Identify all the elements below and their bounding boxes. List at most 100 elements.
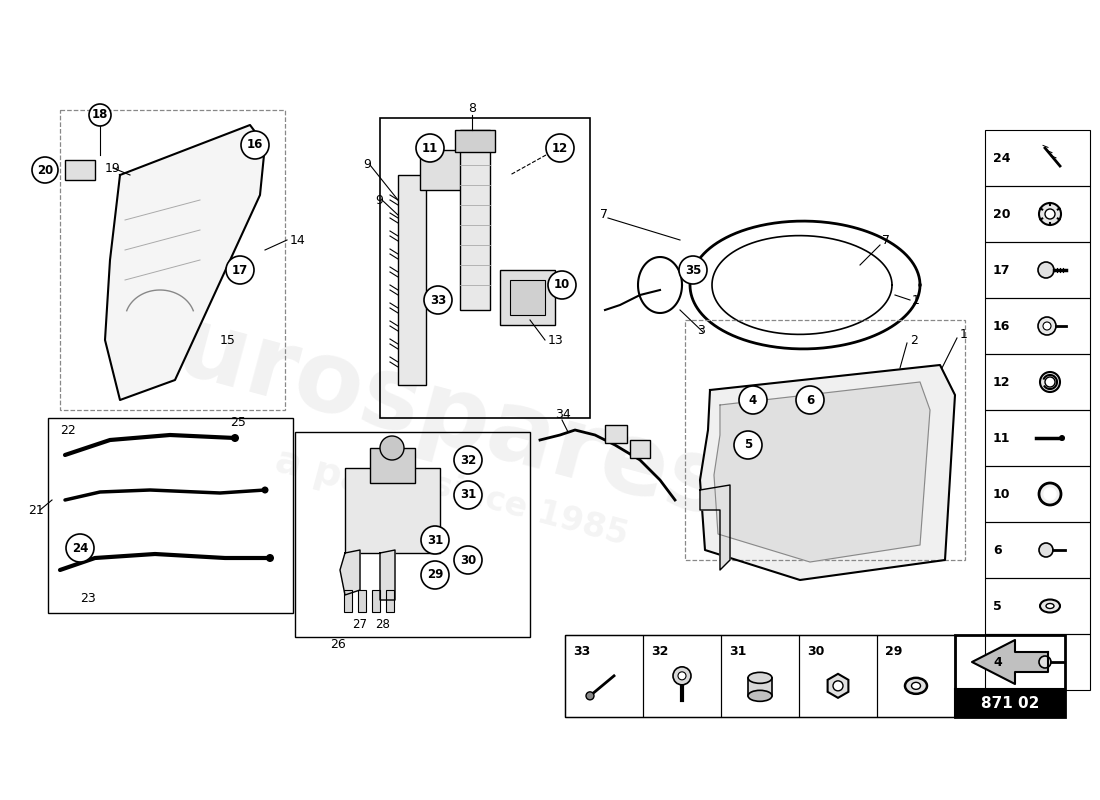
Bar xyxy=(720,635,799,717)
Bar xyxy=(644,635,721,717)
Bar xyxy=(455,130,495,152)
Bar xyxy=(379,118,590,418)
Circle shape xyxy=(1038,317,1056,335)
Text: 25: 25 xyxy=(230,415,246,429)
Circle shape xyxy=(241,131,270,159)
Text: 4: 4 xyxy=(749,394,757,406)
Bar xyxy=(984,522,1090,578)
Circle shape xyxy=(66,534,94,562)
Text: 32: 32 xyxy=(651,645,669,658)
Ellipse shape xyxy=(912,682,921,690)
Text: 33: 33 xyxy=(573,645,591,658)
Text: 16: 16 xyxy=(246,138,263,151)
Polygon shape xyxy=(379,550,395,600)
Polygon shape xyxy=(827,674,848,698)
Bar xyxy=(984,410,1090,466)
Circle shape xyxy=(1040,203,1062,225)
Text: since 1985: since 1985 xyxy=(428,468,631,552)
Bar xyxy=(65,160,95,180)
Bar xyxy=(460,130,490,310)
Text: 16: 16 xyxy=(993,319,1011,333)
Polygon shape xyxy=(700,485,730,570)
Circle shape xyxy=(416,134,444,162)
Circle shape xyxy=(833,681,843,691)
Circle shape xyxy=(1040,372,1060,392)
Bar xyxy=(510,280,544,315)
Bar xyxy=(984,130,1090,186)
Circle shape xyxy=(678,672,686,680)
Text: 29: 29 xyxy=(886,645,902,658)
Bar xyxy=(565,635,955,717)
Bar xyxy=(630,440,650,458)
Text: 14: 14 xyxy=(290,234,306,246)
Text: 31: 31 xyxy=(460,489,476,502)
Circle shape xyxy=(454,546,482,574)
Bar xyxy=(60,110,285,410)
Bar xyxy=(605,425,627,443)
Circle shape xyxy=(1045,377,1055,387)
Bar xyxy=(955,689,1065,717)
Text: 17: 17 xyxy=(993,263,1011,277)
Circle shape xyxy=(546,134,574,162)
Text: 21: 21 xyxy=(28,503,44,517)
Text: a parts: a parts xyxy=(271,442,429,518)
Circle shape xyxy=(454,481,482,509)
Bar xyxy=(984,466,1090,522)
Bar xyxy=(955,635,1065,717)
Text: 19: 19 xyxy=(104,162,121,174)
Bar xyxy=(295,432,530,637)
Circle shape xyxy=(1040,543,1053,557)
Bar xyxy=(685,320,965,560)
Bar xyxy=(420,150,465,190)
Bar xyxy=(386,590,394,612)
Polygon shape xyxy=(972,640,1048,684)
Polygon shape xyxy=(340,550,360,595)
Bar xyxy=(877,635,955,717)
Circle shape xyxy=(734,431,762,459)
Text: 10: 10 xyxy=(993,487,1011,501)
Text: 24: 24 xyxy=(993,151,1011,165)
Bar xyxy=(984,242,1090,298)
Bar xyxy=(358,590,366,612)
Text: 1: 1 xyxy=(912,294,920,306)
Circle shape xyxy=(231,434,239,442)
Circle shape xyxy=(679,256,707,284)
Circle shape xyxy=(739,386,767,414)
Text: 4: 4 xyxy=(993,655,1002,669)
Circle shape xyxy=(1059,435,1065,441)
Circle shape xyxy=(32,157,58,183)
Text: 24: 24 xyxy=(72,542,88,554)
Polygon shape xyxy=(714,382,929,562)
Circle shape xyxy=(1044,488,1056,500)
Bar xyxy=(984,578,1090,634)
Text: 5: 5 xyxy=(993,599,1002,613)
Text: 28: 28 xyxy=(375,618,389,631)
Bar xyxy=(799,635,877,717)
Text: 32: 32 xyxy=(460,454,476,466)
Ellipse shape xyxy=(748,690,772,702)
Text: 7: 7 xyxy=(882,234,890,246)
Ellipse shape xyxy=(1046,603,1054,609)
Bar xyxy=(344,590,352,612)
Text: 5: 5 xyxy=(744,438,752,451)
Text: 20: 20 xyxy=(37,163,53,177)
Bar xyxy=(398,175,426,385)
Bar xyxy=(984,298,1090,354)
Text: 11: 11 xyxy=(422,142,438,154)
Text: 6: 6 xyxy=(806,394,814,406)
Bar xyxy=(370,448,415,483)
Text: 30: 30 xyxy=(460,554,476,566)
Bar xyxy=(372,590,379,612)
Text: 2: 2 xyxy=(910,334,917,346)
Text: 22: 22 xyxy=(60,423,76,437)
Text: 34: 34 xyxy=(556,409,571,422)
Circle shape xyxy=(226,256,254,284)
Circle shape xyxy=(266,554,274,562)
Text: 27: 27 xyxy=(352,618,367,631)
Bar xyxy=(984,634,1090,690)
Text: 18: 18 xyxy=(91,109,108,122)
Bar xyxy=(984,186,1090,242)
Text: 12: 12 xyxy=(993,375,1011,389)
Text: 9: 9 xyxy=(363,158,371,171)
Text: 31: 31 xyxy=(427,534,443,546)
